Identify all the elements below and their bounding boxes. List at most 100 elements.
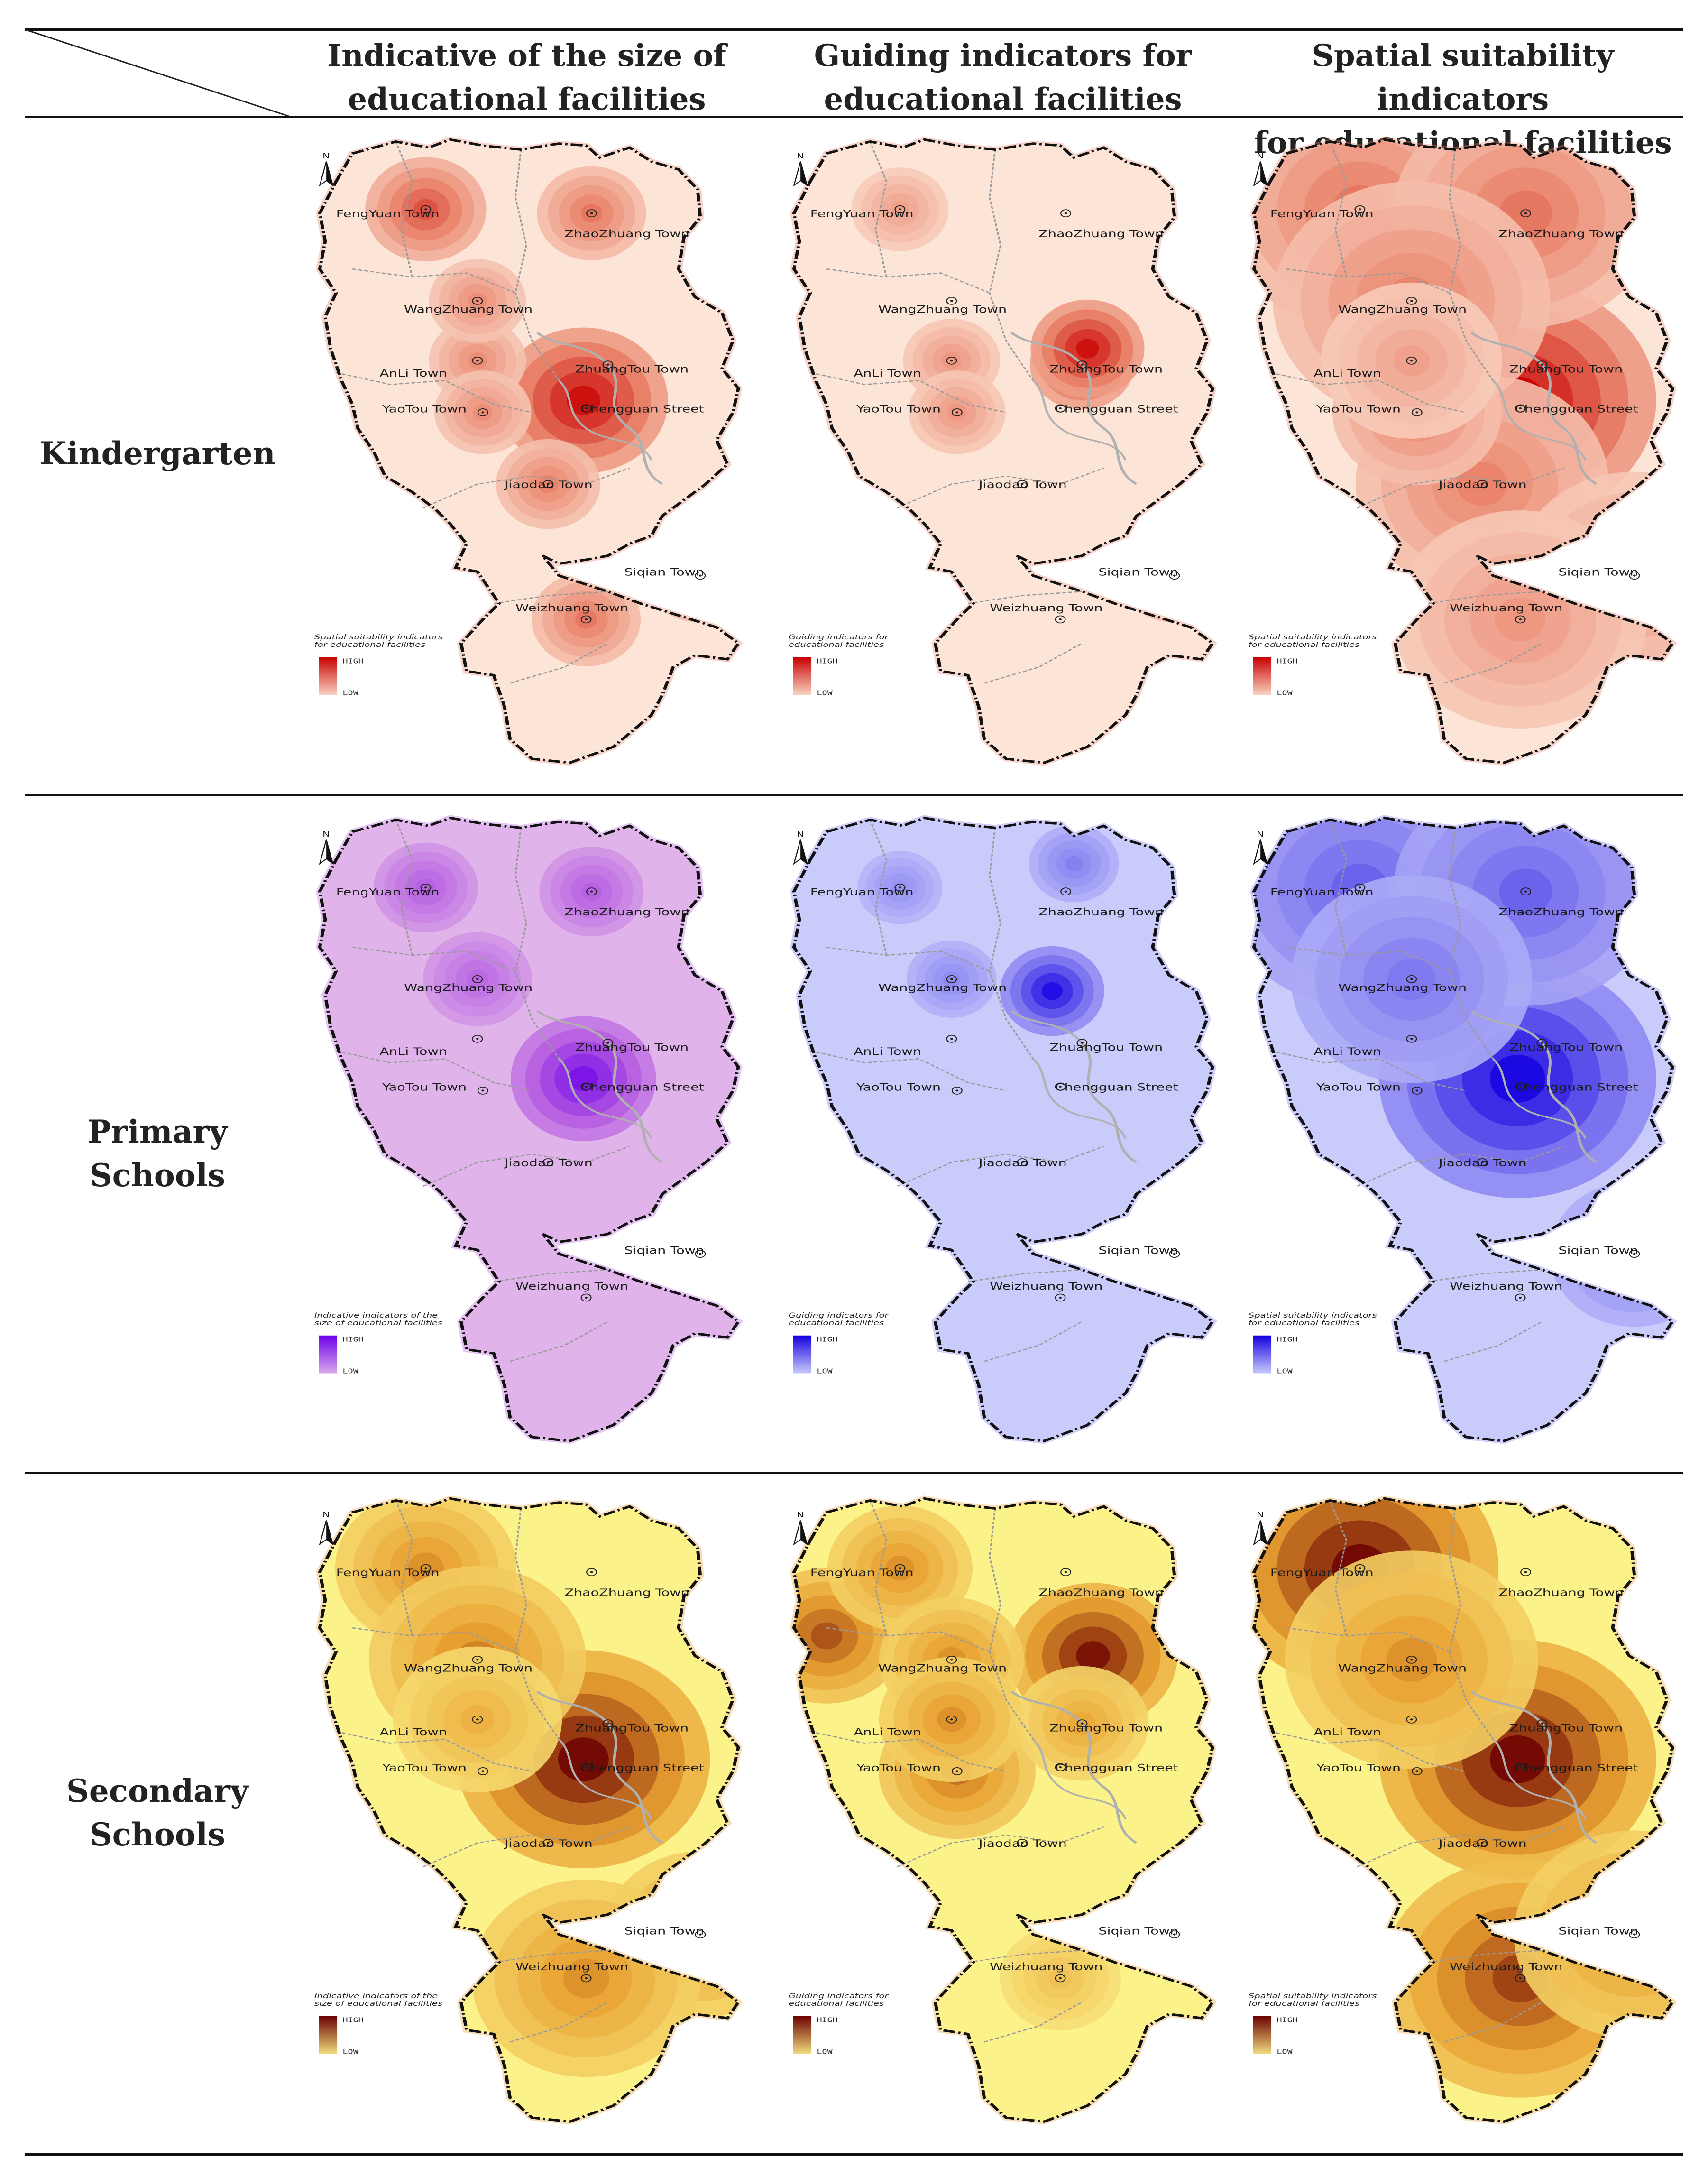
- hotspot-band-cheng: [558, 1737, 609, 1781]
- township-boundary: [493, 590, 608, 604]
- town-label-fengyuan: FengYuan Town: [336, 208, 440, 220]
- town-marker-dot: [1359, 208, 1361, 211]
- north-label: N: [322, 152, 330, 160]
- town-marker: [580, 1082, 592, 1091]
- township-boundary: [352, 268, 516, 294]
- north-label: N: [1257, 1511, 1264, 1519]
- town-marker-dot: [606, 1722, 609, 1725]
- town-marker-dot: [1410, 978, 1413, 980]
- town-label-fengyuan: FengYuan Town: [336, 1567, 440, 1578]
- town-marker-dot: [1410, 360, 1413, 362]
- town-label-zhaozhuang: ZhaoZhuang Town: [1038, 906, 1164, 918]
- township-boundary: [1427, 1269, 1543, 1282]
- town-marker-dot: [1059, 618, 1062, 621]
- town-marker-dot: [1059, 1977, 1062, 1980]
- row-divider-1: [25, 794, 1683, 796]
- town-marker-dot: [698, 1253, 702, 1255]
- township-boundary: [869, 141, 888, 277]
- town-marker-dot: [698, 574, 702, 577]
- river-line: [558, 380, 652, 461]
- town-marker-dot: [424, 208, 427, 211]
- legend-title-line: educational facilities: [789, 2000, 884, 2008]
- north-arrow-icon: N: [319, 152, 334, 187]
- header-bottom-rule: [25, 116, 1683, 118]
- map-canvas: FengYuan Town ZhaoZhuang Town WangZhuang T…: [314, 815, 743, 1444]
- north-label: N: [797, 1511, 804, 1519]
- town-marker: [1406, 356, 1417, 365]
- town-marker-dot: [476, 1038, 479, 1040]
- township-boundary: [493, 1269, 608, 1282]
- township-boundary: [1270, 372, 1466, 413]
- river-line: [558, 1058, 652, 1139]
- town-marker: [1515, 404, 1526, 413]
- north-arrow-icon: N: [1253, 1511, 1268, 1546]
- column-header-size: Indicative of the size of educational fa…: [302, 34, 752, 121]
- town-marker-dot: [481, 411, 485, 414]
- township-boundary: [1427, 1949, 1543, 1963]
- township-boundary: [1329, 820, 1348, 956]
- town-marker-dot: [1020, 1842, 1024, 1844]
- town-marker-dot: [950, 1718, 953, 1721]
- town-label-anli: AnLi Town: [854, 368, 921, 379]
- hotspot-band-cheng_n: [1076, 339, 1099, 359]
- north-arrow-icon: N: [319, 1511, 334, 1546]
- town-marker: [1515, 1974, 1526, 1983]
- town-marker: [420, 883, 432, 892]
- town-label-fengyuan: FengYuan Town: [1270, 886, 1374, 898]
- map-canvas: FengYuan Town ZhaoZhuang Town WangZhuang T…: [1249, 137, 1677, 766]
- township-boundary: [869, 1500, 888, 1636]
- legend-title-line: for educational facilities: [1249, 1319, 1359, 1327]
- legend-title-line: Spatial suitability indicators: [1249, 633, 1377, 641]
- town-label-fengyuan: FengYuan Town: [810, 1567, 914, 1578]
- town-marker: [1477, 480, 1488, 488]
- township-boundary: [967, 590, 1083, 604]
- town-label-yaotou: YaoTou Town: [1316, 1762, 1401, 1773]
- row-header-primary: Primary Schools: [25, 1110, 290, 1197]
- legend-high-label: HIGH: [343, 2016, 364, 2024]
- town-marker-dot: [1059, 1296, 1062, 1299]
- table-bottom-rule: [25, 2153, 1683, 2156]
- town-label-siqian: Siqian Town: [1098, 1245, 1178, 1256]
- township-boundary: [336, 1050, 532, 1091]
- town-label-jiaodao: Jiaodao Town: [1438, 1157, 1527, 1169]
- map-primary-suitability: FengYuan Town ZhaoZhuang Town WangZhuang T…: [1238, 804, 1683, 1449]
- town-marker: [1354, 1564, 1366, 1572]
- north-arrow-icon: N: [319, 830, 334, 865]
- town-marker-dot: [1480, 1161, 1484, 1163]
- town-marker-dot: [1541, 363, 1543, 366]
- town-label-jiaodao: Jiaodao Town: [978, 1157, 1067, 1169]
- town-marker-dot: [1081, 1042, 1084, 1044]
- legend-color-ramp: [1253, 657, 1272, 695]
- town-marker-dot: [1020, 483, 1024, 485]
- hotspot-band-wangzhuang_e: [1041, 982, 1063, 1000]
- town-marker-dot: [590, 890, 593, 893]
- township-boundary: [422, 1826, 630, 1868]
- town-label-wangzhuang: WangZhuang Town: [1338, 1662, 1467, 1674]
- town-marker-dot: [1519, 1977, 1522, 1980]
- town-marker: [1629, 572, 1640, 580]
- township-boundary: [983, 1321, 1083, 1362]
- town-marker-dot: [1633, 1933, 1636, 1936]
- river-line: [1010, 332, 1138, 485]
- town-label-zhaozhuang: ZhaoZhuang Town: [1498, 228, 1624, 240]
- town-label-wangzhuang: WangZhuang Town: [1338, 304, 1467, 315]
- column-header-size-line1: Indicative of the size of: [327, 38, 726, 74]
- row-header-kindergarten-line1: Kindergarten: [39, 435, 275, 472]
- town-marker: [580, 1293, 592, 1302]
- town-marker-dot: [1059, 407, 1062, 410]
- town-label-yaotou: YaoTou Town: [382, 1762, 467, 1773]
- town-label-chengguan: Chengguan Street: [581, 1762, 705, 1773]
- town-marker-dot: [1519, 1296, 1522, 1299]
- map-kindergarten-size: FengYuan Town ZhaoZhuang Town WangZhuang T…: [303, 126, 749, 771]
- north-arrow-icon: N: [793, 152, 808, 187]
- township-boundary: [514, 149, 560, 381]
- town-marker-dot: [1415, 1770, 1419, 1772]
- town-marker-dot: [1064, 890, 1067, 893]
- town-label-jiaodao: Jiaodao Town: [504, 1838, 593, 1849]
- township-boundary: [336, 372, 532, 413]
- town-label-zhuangtou: ZhuangTou Town: [575, 363, 689, 375]
- town-label-yaotou: YaoTou Town: [1316, 1081, 1401, 1093]
